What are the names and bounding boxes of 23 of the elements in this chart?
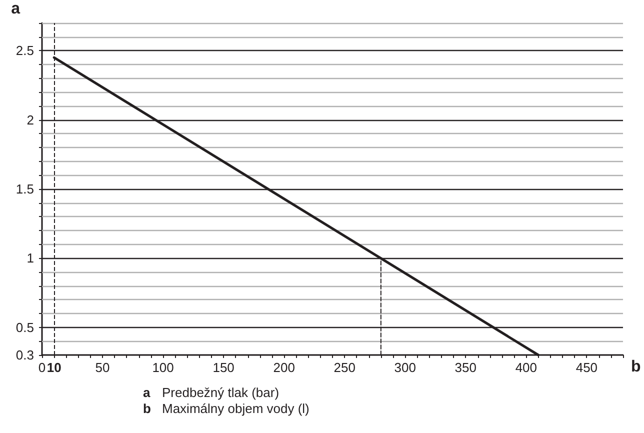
y-axis-title: a (11, 0, 20, 18)
x-tick-label: 350 (454, 360, 476, 375)
y-tick-label: 1.5 (16, 182, 34, 196)
text: b (143, 401, 151, 416)
x-tick-label: 200 (273, 360, 295, 375)
text: Maximálny objem vody (l) (162, 401, 310, 416)
x-tick-label: 300 (394, 360, 416, 375)
x-tick-label: 10 (46, 360, 62, 375)
x-tick-label: 450 (576, 360, 598, 375)
y-tick-label: 0.5 (16, 320, 34, 335)
x-axis-title: b (631, 358, 641, 376)
y-tick-label: 1 (26, 250, 34, 266)
x-tick-label: 50 (95, 360, 110, 375)
y-tick-label: 0.3 (16, 348, 34, 362)
x-tick-label: 100 (152, 360, 174, 375)
x-tick-label: 150 (212, 360, 234, 375)
x-tick-label: 400 (515, 360, 538, 375)
y-tick-label: 2 (26, 112, 34, 128)
x-tick-label: 0 (38, 360, 46, 375)
y-tick-label: 2.5 (16, 43, 34, 58)
text: a (143, 385, 151, 400)
x-tick-label: 250 (334, 360, 356, 375)
text: Predbežný tlak (bar) (162, 385, 280, 400)
